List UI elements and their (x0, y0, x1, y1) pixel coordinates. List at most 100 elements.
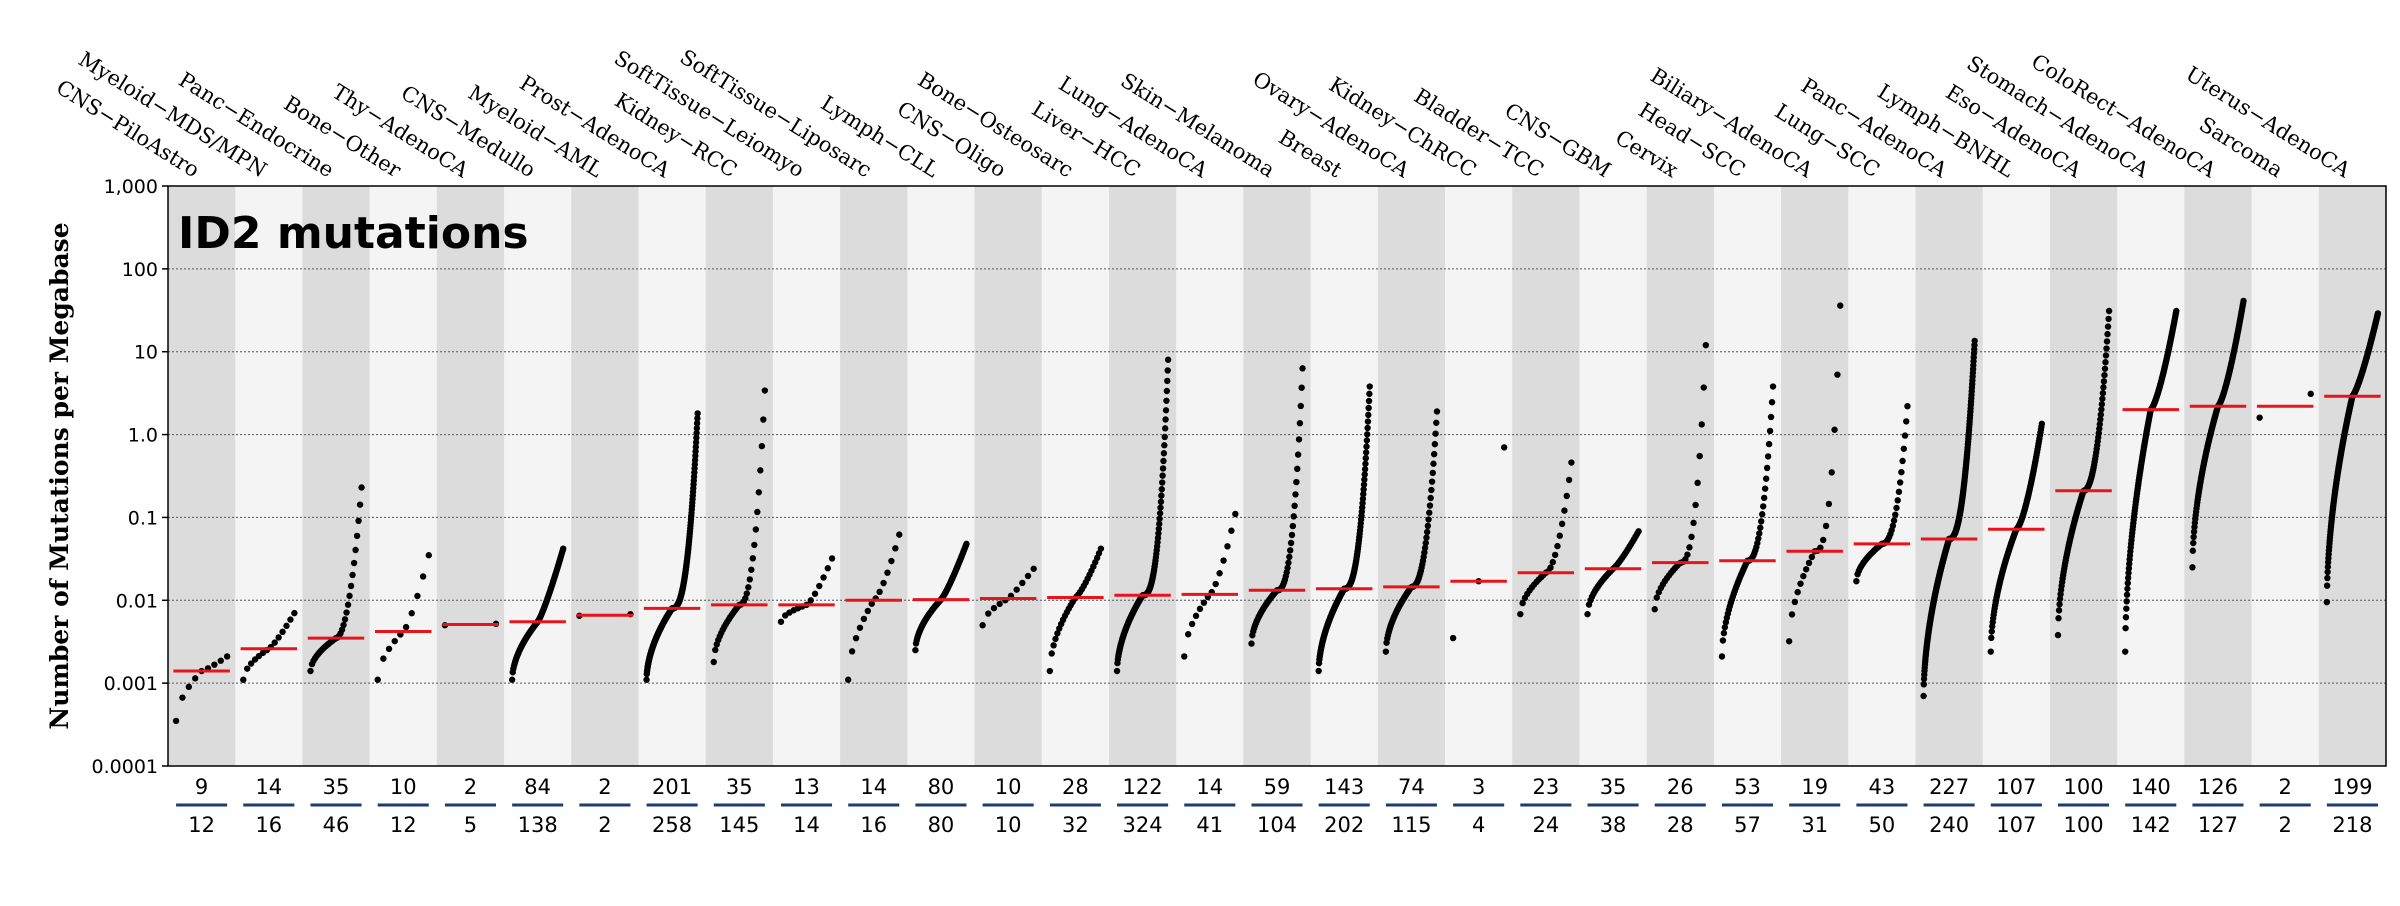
sample-point (824, 565, 831, 572)
sample-point (1220, 557, 1227, 564)
mutated-count: 84 (524, 775, 551, 799)
sample-point (1365, 411, 1372, 419)
mutated-count: 199 (2332, 775, 2372, 799)
category-band (1713, 186, 1782, 766)
sample-point (2100, 378, 2108, 385)
sample-point (2123, 598, 2130, 605)
total-count: 50 (1869, 813, 1896, 837)
mutated-count: 28 (1062, 775, 1089, 799)
sample-point (1422, 539, 1429, 547)
category-band (168, 186, 236, 766)
category-band (1445, 186, 1513, 766)
total-count: 5 (464, 813, 477, 837)
sample-point (349, 571, 356, 579)
sample-point (710, 658, 717, 666)
sample-point (852, 634, 860, 642)
sample-point (1287, 547, 1294, 554)
sample-point (2323, 582, 2331, 589)
sample-point (425, 552, 432, 559)
sample-point (2055, 615, 2062, 622)
sample-point (1698, 421, 1705, 428)
category-band (1781, 186, 1849, 766)
sample-point (856, 624, 864, 631)
sample-point (1920, 692, 1927, 700)
sample-point (346, 592, 353, 600)
sample-point (344, 601, 352, 608)
sample-point (1212, 580, 1219, 588)
sample-point (1899, 457, 1906, 465)
chart-title: ID2 mutations (178, 208, 529, 259)
sample-point (1359, 495, 1367, 502)
sample-point (1019, 579, 1026, 587)
mutated-count: 3 (1472, 775, 1485, 799)
sample-point (1024, 572, 1032, 580)
sample-point (1760, 503, 1767, 510)
sample-point (1822, 522, 1830, 530)
sample-point (1720, 629, 1728, 637)
y-tick-label: 0.001 (104, 673, 158, 695)
sample-point (1431, 440, 1439, 448)
sample-point (1762, 475, 1770, 482)
sample-point (1547, 564, 1554, 571)
sample-point (745, 584, 752, 591)
category-band (907, 186, 976, 766)
sample-point (1421, 544, 1429, 552)
mutated-count: 227 (1929, 775, 1969, 799)
sample-point (1224, 543, 1231, 550)
sample-point (1432, 430, 1439, 437)
mutated-count: 201 (652, 775, 692, 799)
sample-point (1561, 507, 1568, 514)
mutated-count: 100 (2063, 775, 2103, 799)
sample-point (2105, 307, 2113, 315)
sample-point (1761, 485, 1769, 492)
sample-point (1159, 479, 1166, 486)
sample-point (353, 532, 361, 540)
sample-point (1817, 544, 1824, 551)
sample-point (1157, 498, 1165, 505)
sample-point (1162, 407, 1170, 414)
sample-point (1365, 397, 1373, 405)
category-band (1041, 186, 1110, 766)
sample-point (1048, 650, 1055, 657)
sample-point (912, 646, 919, 654)
sample-point (1892, 511, 1899, 518)
category-band (1982, 186, 2051, 766)
sample-point (860, 615, 868, 623)
sample-point (1430, 460, 1437, 467)
total-count: 41 (1196, 813, 1223, 837)
category-band (1646, 186, 1715, 766)
category-band (436, 186, 505, 766)
sample-point (1362, 449, 1370, 456)
sample-point (777, 618, 785, 625)
sample-point (1834, 371, 1841, 378)
sample-point (1285, 559, 1292, 566)
mutated-count: 19 (1801, 775, 1828, 799)
sample-point (2323, 598, 2331, 606)
sample-point (1433, 408, 1441, 415)
sample-point (2122, 614, 2130, 621)
sample-point (1360, 481, 1368, 488)
sample-point (343, 609, 350, 616)
sample-point (1519, 599, 1526, 607)
sample-point (752, 526, 760, 533)
sample-point (1802, 566, 1810, 573)
sample-point (247, 660, 255, 667)
sample-point (2123, 605, 2130, 612)
sample-point (1702, 341, 1710, 349)
sample-point (1429, 469, 1436, 477)
sample-point (1719, 637, 1727, 644)
total-count: 46 (323, 813, 350, 837)
sample-point (1920, 681, 1928, 688)
sample-point (1686, 544, 1693, 551)
sample-counts: 9121416354610122584138222012583514513141… (176, 775, 2378, 837)
sample-point (693, 425, 701, 432)
sample-point (1760, 494, 1768, 502)
sample-point (279, 628, 286, 636)
sample-point (1433, 419, 1440, 426)
sample-point (751, 541, 758, 549)
sample-point (391, 637, 398, 645)
mutated-count: 35 (1600, 775, 1627, 799)
total-count: 24 (1532, 813, 1559, 837)
total-count: 12 (188, 813, 215, 837)
sample-point (374, 676, 381, 683)
